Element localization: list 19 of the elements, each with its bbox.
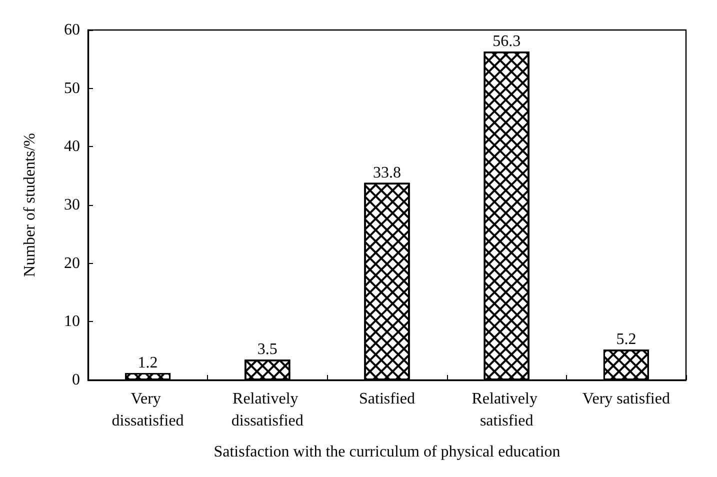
- x-tick-label: Satisfied: [359, 390, 415, 408]
- y-axis-title: Number of students/%: [22, 133, 38, 277]
- y-tick-label: 60: [64, 22, 80, 38]
- x-tick-label: Relatively satisfied: [472, 390, 542, 430]
- y-tick-label: 10: [64, 313, 80, 330]
- data-label: 5.2: [616, 331, 636, 348]
- x-tick-label: Relatively dissatisfied: [231, 390, 304, 430]
- x-axis-title: Satisfaction with the curriculum of physical education: [214, 444, 560, 460]
- x-tick-label: Very satisfied: [582, 390, 670, 408]
- data-label: 33.8: [373, 164, 401, 182]
- y-tick-label: 20: [64, 254, 80, 272]
- y-tick-label: 40: [64, 138, 80, 156]
- y-tick-label: 30: [64, 196, 80, 214]
- y-tick-label: 50: [64, 80, 80, 97]
- data-label: 56.3: [492, 33, 521, 50]
- y-tick-label: 0: [72, 372, 80, 388]
- data-label: 3.5: [257, 341, 278, 358]
- x-tick-label: Very dissatisfied: [112, 390, 184, 430]
- data-label: 1.2: [138, 354, 158, 372]
